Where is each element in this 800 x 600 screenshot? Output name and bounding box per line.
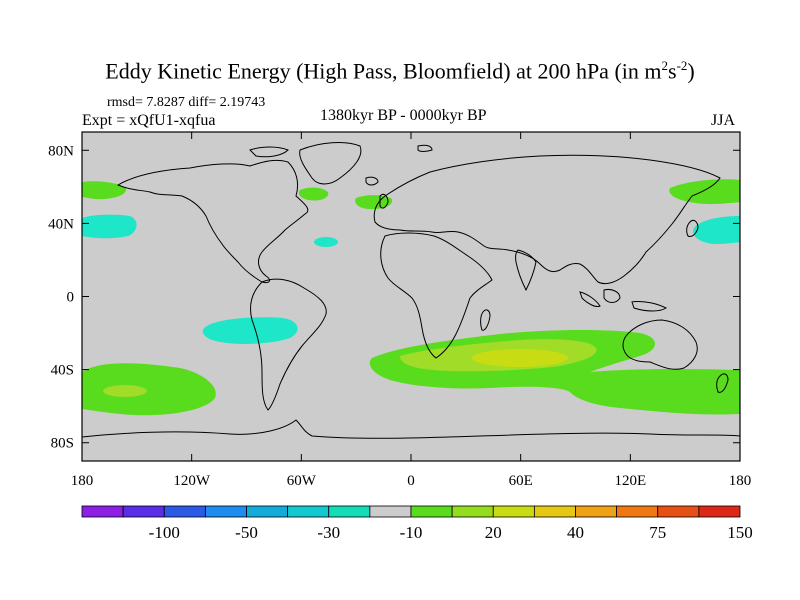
north-pacific-cyan-west [82,214,137,239]
svalbard-coast [417,144,433,152]
colorbar-label: 75 [649,523,666,542]
japan-coast [686,219,699,237]
colorbar-swatch [328,505,371,518]
colorbar-swatch [204,505,247,518]
period-label: 1380kyr BP - 0000kyr BP [320,107,487,124]
lat-tick-label: 80N [48,143,74,159]
lat-tick-label: 40S [51,363,74,379]
madagascar-coast [480,309,491,331]
colorbar: -100 -50 -30 -10 20 40 75 150 [81,505,753,542]
colorbar-swatch [122,505,165,518]
colorbar-label: -100 [149,523,180,542]
colorbar-swatch [657,505,700,518]
new-zealand-coast [716,373,729,393]
lon-tick-label: 120W [173,473,211,489]
africa-coast [380,232,493,359]
colorbar-swatch [410,505,453,518]
anomaly-fill-regions [82,179,740,416]
colorbar-label: -10 [400,523,423,542]
lon-tick-label: 0 [407,473,415,489]
iceland-coast [365,176,379,186]
eurasia-coast [373,154,721,285]
colorbar-swatch [492,505,535,518]
colorbar-swatch [287,505,330,518]
new-guinea-coast [631,301,667,312]
canada-green-patch [298,187,329,201]
lon-tick-label: 60E [509,473,533,489]
australia-coast [622,319,698,370]
colorbar-label: -50 [235,523,258,542]
colorbar-label: 20 [485,523,502,542]
lon-tick-label: 120E [614,473,646,489]
colorbar-label: 40 [567,523,584,542]
atlantic-cyan-patch [314,237,338,247]
north-pacific-green-west [82,181,127,200]
latitude-ticks: 80N 40N 0 40S 80S [48,143,740,452]
lon-tick-label: 180 [729,473,752,489]
lon-tick-label: 60W [287,473,317,489]
india-coast [515,249,537,292]
north-pacific-cyan-east [693,216,740,244]
colorbar-label: 150 [727,523,753,542]
lat-tick-label: 0 [67,290,75,306]
south-america-coast [249,278,327,411]
colorbar-swatch [698,505,741,518]
north-america-coast [116,159,309,283]
colorbar-swatch [575,505,618,518]
colorbar-swatch [616,505,659,518]
greenland-coast [299,142,362,185]
lon-tick-label: 180 [71,473,94,489]
colorbar-swatch [246,505,289,518]
north-atlantic-green-patch [355,195,393,210]
sumatra-coast [579,291,601,307]
borneo-coast [603,289,621,303]
southern-ocean-green-region [82,363,216,416]
season-label: JJA [711,112,736,129]
colorbar-swatch [451,505,494,518]
lat-tick-label: 40N [48,216,74,232]
colorbar-label: -30 [317,523,340,542]
south-pacific-lime-patch [103,385,147,397]
south-pacific-cyan-region [202,317,298,344]
arctic-islands-coast [249,146,289,158]
coastlines [82,142,740,439]
colorbar-swatch [81,505,124,518]
antarctica-coast [82,419,740,439]
british-isles-coast [379,193,389,209]
colorbar-swatch [533,505,576,518]
north-pacific-green-east [669,179,740,204]
colorbar-swatch [163,505,206,518]
south-indian-yellow-core [472,349,568,367]
chart-title: Eddy Kinetic Energy (High Pass, Bloomfie… [105,58,695,84]
experiment-label: Expt = xQfU1-xqfua [82,112,216,129]
longitude-ticks: 180 120W 60W 0 60E 120E 180 [71,132,752,489]
colorbar-swatch [369,505,412,518]
rmsd-diff-label: rmsd= 7.8287 diff= 2.19743 [107,95,266,110]
lat-tick-label: 80S [51,436,74,452]
